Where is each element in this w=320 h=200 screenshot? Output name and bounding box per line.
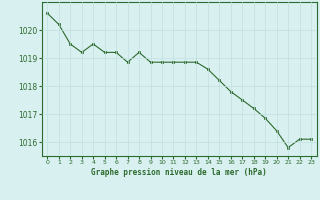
X-axis label: Graphe pression niveau de la mer (hPa): Graphe pression niveau de la mer (hPa) (91, 168, 267, 177)
